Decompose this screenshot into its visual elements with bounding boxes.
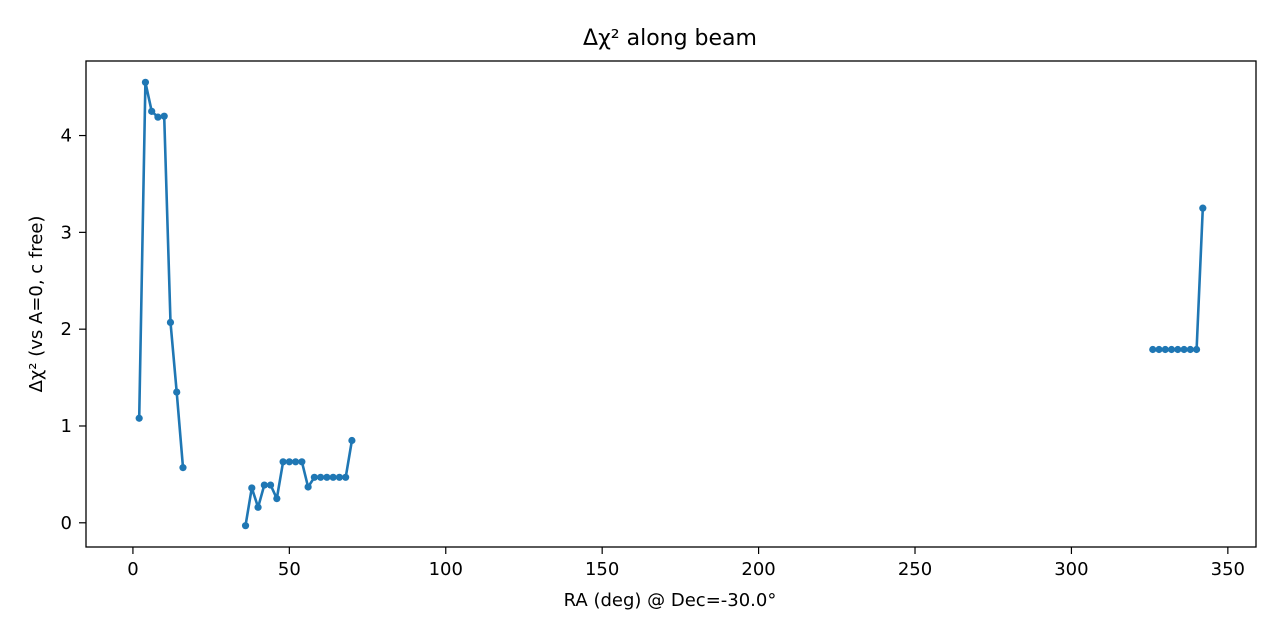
data-point [173, 388, 181, 396]
series-layer [135, 78, 1207, 530]
x-tick-label: 300 [1054, 559, 1088, 580]
x-tick-label: 50 [278, 559, 301, 580]
y-tick-label: 1 [61, 416, 72, 437]
data-point [160, 112, 168, 120]
data-point [241, 522, 250, 530]
x-axis: 0 50 100 150 200 250 300 350 [127, 547, 1245, 580]
data-point [323, 473, 331, 481]
data-point [1192, 345, 1201, 354]
y-axis-label: Δχ² (vs A=0, c free) [26, 216, 47, 393]
data-point [1155, 345, 1163, 354]
data-point [273, 494, 281, 503]
data-point [285, 458, 293, 466]
series-line-3 [1152, 208, 1205, 351]
x-tick-label: 200 [741, 559, 775, 580]
data-point [342, 473, 350, 481]
plot-area-frame [85, 60, 1257, 548]
y-tick-label: 2 [61, 319, 72, 340]
data-point [279, 458, 287, 466]
data-point [310, 473, 318, 481]
data-point [304, 483, 312, 491]
data-point [179, 464, 187, 472]
data-point [317, 473, 325, 481]
data-point [1180, 345, 1188, 354]
y-tick-label: 0 [61, 513, 72, 534]
data-point [266, 481, 275, 489]
y-tick-label: 3 [61, 222, 72, 243]
y-tick-label: 4 [61, 126, 72, 147]
x-tick-label: 0 [127, 559, 138, 580]
data-point [141, 78, 150, 86]
data-point [1167, 345, 1176, 354]
y-axis: 0 1 2 3 4 [61, 126, 86, 534]
chart-title: Δχ² along beam [583, 26, 757, 51]
data-point [291, 458, 300, 466]
series-line-1 [137, 81, 185, 468]
x-axis-label: RA (deg) @ Dec=-30.0° [564, 590, 777, 611]
x-tick-label: 250 [898, 559, 932, 580]
data-point [298, 458, 306, 466]
data-point [348, 436, 356, 445]
data-point [1174, 345, 1182, 354]
x-tick-label: 100 [429, 559, 463, 580]
data-point [329, 473, 337, 481]
data-point [254, 503, 262, 511]
x-tick-label: 350 [1211, 559, 1245, 580]
data-point [335, 473, 343, 481]
data-point [166, 318, 175, 326]
data-point [1186, 345, 1194, 354]
data-point [1161, 345, 1169, 354]
data-point [1149, 345, 1157, 354]
data-point [148, 107, 156, 115]
x-tick-label: 150 [585, 559, 619, 580]
data-point [260, 481, 268, 489]
data-point [248, 484, 256, 492]
data-point [135, 414, 143, 422]
data-point [1199, 204, 1207, 212]
data-point [154, 113, 162, 121]
